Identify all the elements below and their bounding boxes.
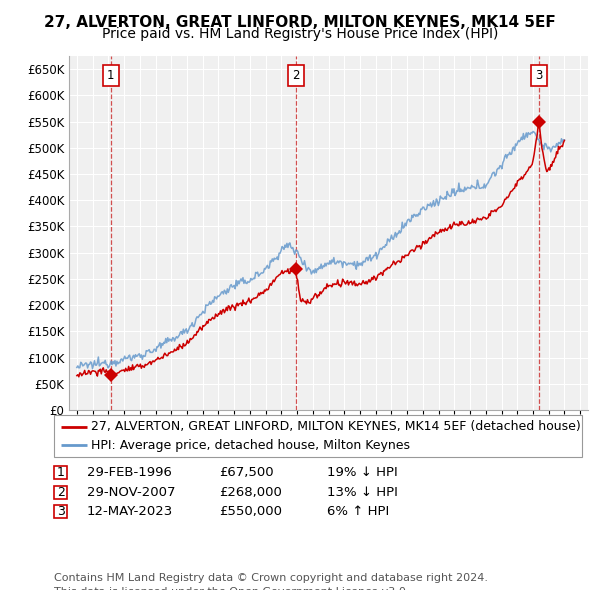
Text: 3: 3: [535, 69, 542, 82]
Text: 2: 2: [56, 486, 65, 499]
Text: HPI: Average price, detached house, Milton Keynes: HPI: Average price, detached house, Milt…: [91, 439, 410, 452]
Text: £550,000: £550,000: [219, 505, 282, 518]
Text: 3: 3: [56, 505, 65, 518]
Text: 29-NOV-2007: 29-NOV-2007: [87, 486, 176, 499]
Text: 2: 2: [292, 69, 299, 82]
Text: 27, ALVERTON, GREAT LINFORD, MILTON KEYNES, MK14 5EF (detached house): 27, ALVERTON, GREAT LINFORD, MILTON KEYN…: [91, 420, 581, 433]
Text: £67,500: £67,500: [219, 466, 274, 479]
Text: 6% ↑ HPI: 6% ↑ HPI: [327, 505, 389, 518]
Text: £268,000: £268,000: [219, 486, 282, 499]
Text: 1: 1: [107, 69, 115, 82]
Text: 12-MAY-2023: 12-MAY-2023: [87, 505, 173, 518]
Text: 19% ↓ HPI: 19% ↓ HPI: [327, 466, 398, 479]
Text: 1: 1: [56, 466, 65, 479]
Text: 27, ALVERTON, GREAT LINFORD, MILTON KEYNES, MK14 5EF: 27, ALVERTON, GREAT LINFORD, MILTON KEYN…: [44, 15, 556, 30]
Text: 13% ↓ HPI: 13% ↓ HPI: [327, 486, 398, 499]
Text: Contains HM Land Registry data © Crown copyright and database right 2024.
This d: Contains HM Land Registry data © Crown c…: [54, 573, 488, 590]
Text: Price paid vs. HM Land Registry's House Price Index (HPI): Price paid vs. HM Land Registry's House …: [102, 27, 498, 41]
Text: 29-FEB-1996: 29-FEB-1996: [87, 466, 172, 479]
